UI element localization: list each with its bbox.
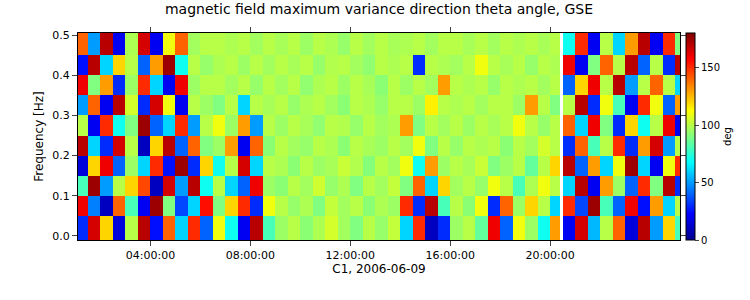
svg-text:0.2: 0.2	[52, 149, 70, 162]
svg-text:0.0: 0.0	[52, 230, 70, 243]
svg-text:0.1: 0.1	[52, 190, 70, 203]
svg-text:0.4: 0.4	[52, 69, 70, 82]
svg-text:150: 150	[701, 62, 720, 73]
svg-text:deg: deg	[722, 127, 733, 146]
svg-text:50: 50	[701, 177, 714, 188]
svg-text:100: 100	[701, 120, 720, 131]
svg-text:08:00:00: 08:00:00	[226, 249, 275, 262]
svg-text:magnetic field maximum varianc: magnetic field maximum variance directio…	[165, 1, 593, 17]
svg-text:04:00:00: 04:00:00	[126, 249, 175, 262]
svg-text:Frequency [Hz]: Frequency [Hz]	[32, 91, 46, 182]
svg-text:20:00:00: 20:00:00	[525, 249, 574, 262]
svg-text:16:00:00: 16:00:00	[425, 249, 474, 262]
svg-text:0.3: 0.3	[52, 109, 70, 122]
svg-text:C1, 2006-06-09: C1, 2006-06-09	[332, 262, 425, 276]
svg-text:0.5: 0.5	[52, 29, 70, 42]
svg-text:0: 0	[701, 235, 707, 246]
svg-text:12:00:00: 12:00:00	[326, 249, 375, 262]
